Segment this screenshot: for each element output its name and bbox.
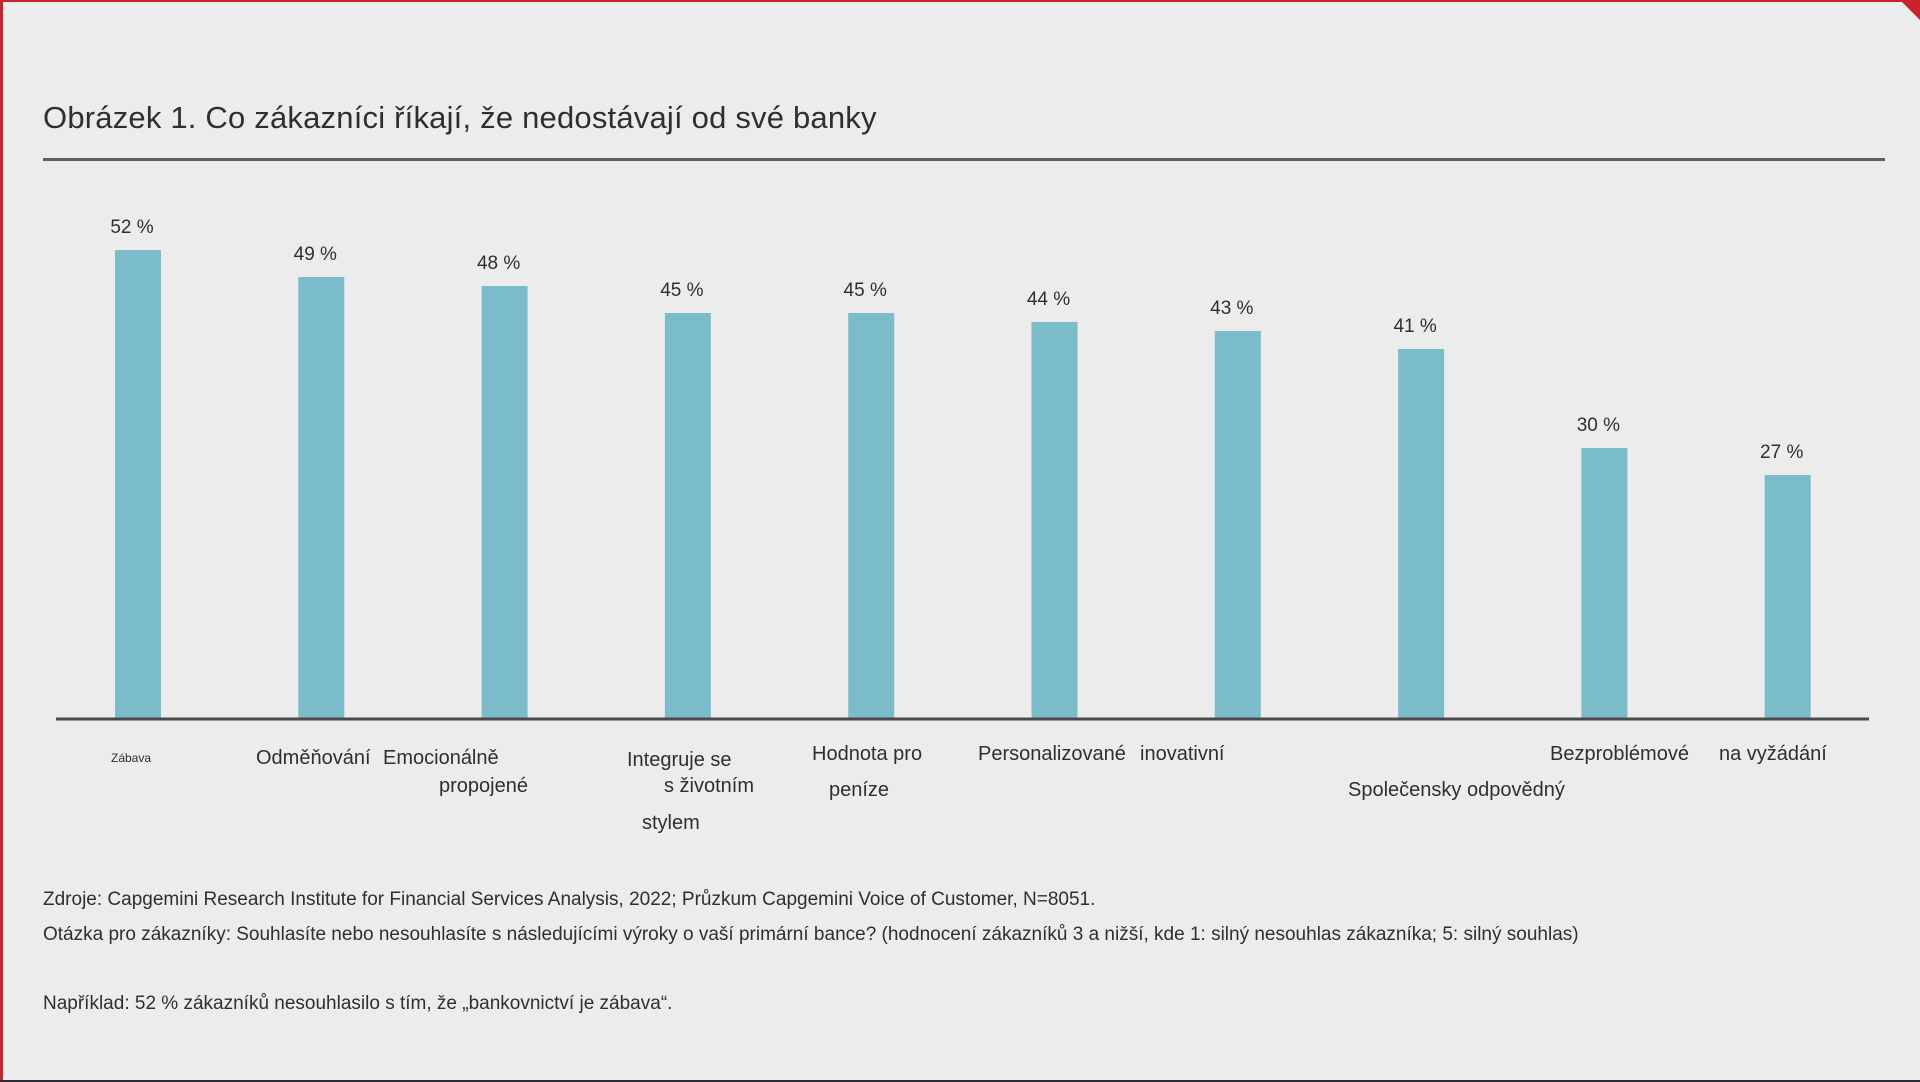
value-label-3: 48 %: [477, 253, 520, 274]
bar-8: [1398, 349, 1445, 718]
value-label-6: 44 %: [1027, 289, 1070, 310]
category-label-integruje: Integruje se: [627, 749, 732, 771]
category-label-personalizovane: Personalizované: [978, 743, 1126, 765]
category-label-odmenovani: Odměňování: [256, 747, 371, 769]
bar-1: [115, 250, 161, 718]
bar-2: [298, 277, 345, 718]
source-note: Zdroje: Capgemini Research Institute for…: [43, 889, 1096, 910]
title-rule: [43, 158, 1885, 161]
figure-title: Obrázek 1. Co zákazníci říkají, že nedos…: [43, 100, 877, 135]
category-label-spolecensky: Společensky odpovědný: [1348, 779, 1565, 801]
category-label-bezproblemove: Bezproblémové: [1550, 743, 1689, 765]
category-label-emocionalne: Emocionálně: [383, 747, 499, 769]
example-note: Například: 52 % zákazníků nesouhlasilo s…: [43, 993, 673, 1014]
corner-accent: [1902, 2, 1920, 20]
category-label-inovativni: inovativní: [1140, 743, 1225, 765]
bar-4: [664, 313, 711, 718]
category-label-propojene: propojené: [439, 775, 528, 797]
bar-9: [1581, 448, 1628, 718]
category-label-penize: peníze: [829, 779, 890, 801]
value-label-7: 43 %: [1210, 298, 1253, 319]
category-label-na-vyzadani: na vyžádání: [1719, 743, 1827, 765]
category-label-s-zivotnim: s životním: [664, 775, 755, 797]
value-label-10: 27 %: [1760, 442, 1803, 463]
value-label-8: 41 %: [1393, 316, 1436, 337]
question-note: Otázka pro zákazníky: Souhlasíte nebo ne…: [43, 924, 1579, 945]
value-label-1: 52 %: [110, 217, 153, 238]
bar-7: [1214, 331, 1261, 718]
category-label-stylem: stylem: [642, 812, 700, 834]
value-label-5: 45 %: [844, 280, 887, 301]
bar-5: [848, 313, 895, 718]
bar-chart: 52 % 49 % 48 % 45 % 45 % 44 % 43 % 41 % 30 % 27 %: [56, 217, 1869, 721]
value-label-4: 45 %: [660, 280, 703, 301]
value-label-2: 49 %: [294, 244, 337, 265]
category-label-zabava: Zábava: [111, 751, 152, 765]
category-label-hodnota: Hodnota pro: [812, 743, 923, 765]
bar-3: [481, 286, 528, 718]
value-label-9: 30 %: [1577, 415, 1620, 436]
bar-10: [1764, 475, 1811, 718]
bar-6: [1031, 322, 1078, 718]
